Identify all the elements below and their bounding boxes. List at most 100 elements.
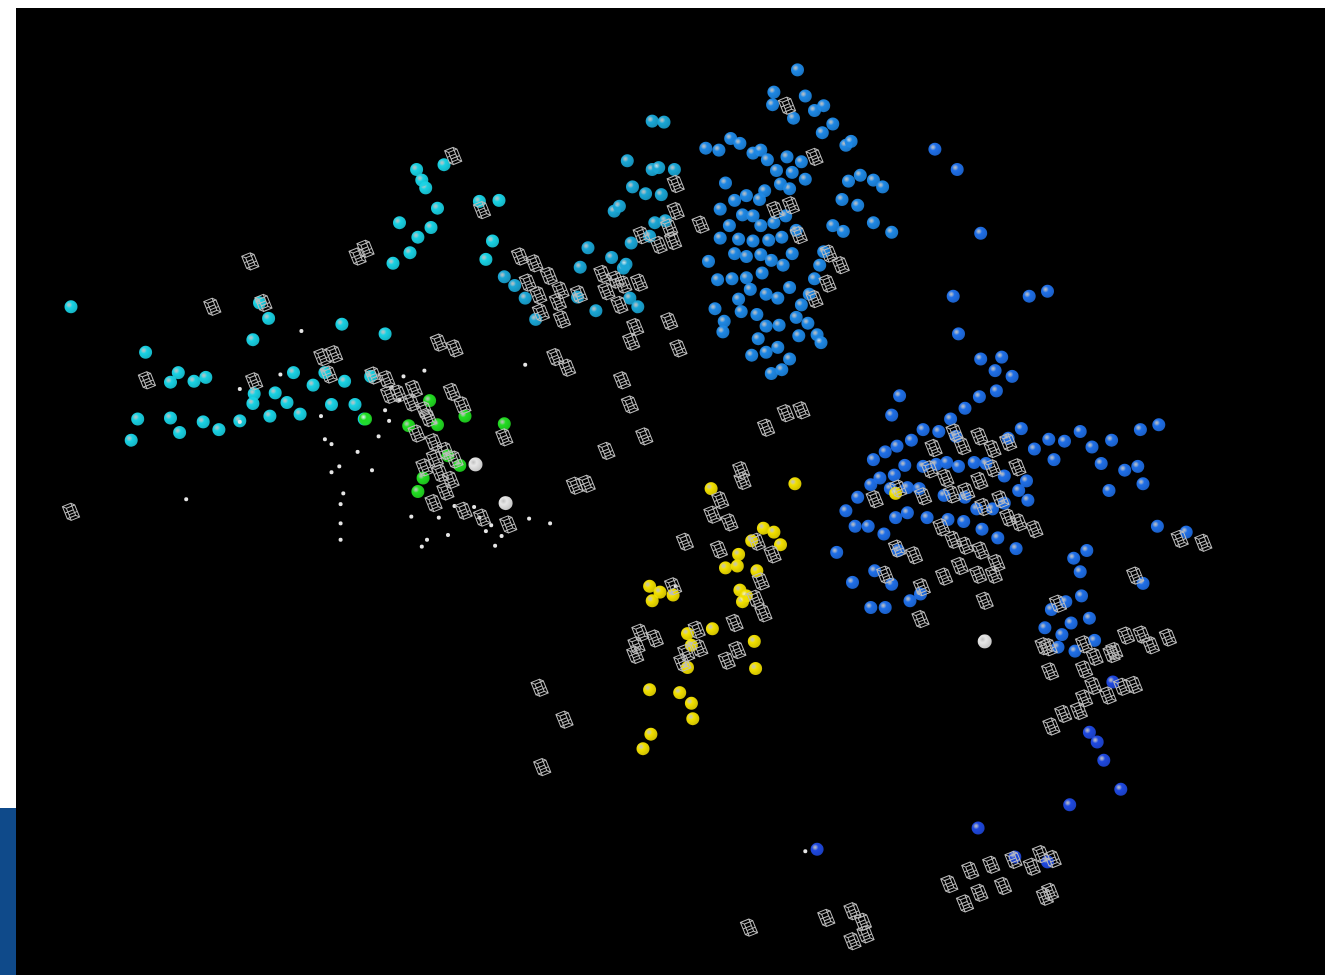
- wireframe-cube-point: [530, 678, 549, 697]
- wireframe-cube-point: [733, 471, 752, 491]
- data-point: [746, 234, 760, 248]
- scatter-plot-3d[interactable]: [16, 8, 1325, 975]
- wireframe-cube-point: [974, 497, 993, 517]
- data-point: [750, 564, 764, 578]
- data-point: [767, 525, 781, 539]
- wireframe-cube-point: [957, 482, 976, 501]
- data-point-small: [322, 437, 327, 442]
- data-point: [972, 390, 986, 404]
- data-point: [1064, 616, 1078, 630]
- data-point: [667, 163, 681, 176]
- data-point: [1012, 484, 1026, 497]
- wireframe-cube-point: [324, 345, 344, 364]
- data-point: [280, 396, 294, 409]
- wireframe-cube-point: [529, 286, 548, 305]
- wireframe-cube-point: [968, 565, 988, 584]
- data-point: [732, 232, 746, 246]
- wireframe-cube-point: [443, 146, 463, 166]
- wireframe-cube-point: [445, 339, 464, 358]
- wireframe-cube-point: [663, 231, 683, 251]
- wireframe-cube-point: [254, 293, 273, 313]
- wireframe-cube-point: [649, 235, 668, 255]
- data-point: [989, 384, 1003, 398]
- data-point: [643, 229, 657, 243]
- wireframe-cube-point: [950, 556, 970, 576]
- data-point: [920, 511, 934, 525]
- data-point: [468, 457, 483, 472]
- wireframe-cube-point: [454, 501, 473, 520]
- data-point: [734, 305, 748, 319]
- wireframe-cube-point: [942, 485, 962, 504]
- data-point: [810, 842, 824, 856]
- data-point: [1068, 644, 1082, 658]
- data-point: [424, 221, 438, 234]
- data-point-small: [425, 537, 429, 542]
- data-point-small: [376, 434, 381, 439]
- data-point: [702, 254, 715, 268]
- data-point: [719, 561, 732, 575]
- data-point: [1118, 463, 1132, 477]
- data-point: [876, 180, 890, 194]
- data-point: [1106, 675, 1120, 689]
- data-point: [1047, 453, 1061, 467]
- wireframe-cube-point: [1098, 686, 1117, 705]
- data-point: [453, 458, 467, 472]
- wireframe-cube-point: [1069, 701, 1089, 721]
- data-point: [713, 202, 727, 216]
- wireframe-cube-point: [635, 427, 654, 446]
- data-point: [1014, 422, 1028, 436]
- data-point: [771, 340, 785, 354]
- data-point: [402, 419, 416, 433]
- data-point: [750, 308, 764, 321]
- data-point: [378, 327, 392, 341]
- data-point: [878, 445, 892, 459]
- wireframe-cube-point: [1074, 689, 1094, 708]
- data-point: [764, 253, 778, 267]
- data-point: [719, 176, 732, 190]
- data-point: [492, 193, 506, 207]
- plot-background: [16, 8, 1325, 975]
- data-point: [386, 256, 400, 270]
- data-point: [889, 511, 903, 525]
- series-green-sphere: [359, 394, 511, 498]
- data-point: [988, 364, 1002, 378]
- data-point: [732, 292, 746, 306]
- data-point: [393, 216, 406, 230]
- wireframe-cube-point: [955, 894, 975, 913]
- wireframe-cube-point: [659, 312, 679, 331]
- wireframe-cube-point: [1048, 594, 1068, 613]
- data-point: [759, 319, 773, 333]
- data-point-small: [548, 521, 553, 526]
- wireframe-cube-point: [319, 365, 339, 384]
- wireframe-cube-point: [425, 449, 445, 468]
- data-point: [1090, 735, 1104, 749]
- wireframe-cube-point: [402, 393, 421, 412]
- data-point: [1094, 457, 1108, 470]
- series-sky-sphere: [699, 63, 899, 380]
- data-point-small: [329, 470, 334, 475]
- data-point: [403, 246, 417, 260]
- data-point-small: [499, 534, 504, 538]
- data-point: [946, 289, 960, 303]
- wireframe-cube-point: [597, 441, 616, 461]
- data-point: [573, 260, 587, 274]
- data-point: [743, 282, 757, 296]
- data-point: [900, 481, 914, 495]
- data-point: [212, 423, 226, 437]
- data-point: [814, 336, 828, 350]
- data-point: [747, 634, 761, 648]
- plot-canvas[interactable]: [16, 8, 1325, 975]
- data-point: [755, 266, 769, 280]
- data-point: [643, 683, 657, 697]
- wireframe-cube-point: [1042, 717, 1061, 736]
- data-point: [581, 241, 595, 255]
- wireframe-cube-point: [765, 200, 785, 220]
- wireframe-cube-point: [756, 418, 776, 437]
- wireframe-cube-point: [710, 491, 730, 510]
- wireframe-cube-point: [1074, 660, 1094, 679]
- data-point: [653, 585, 667, 599]
- data-point-small: [422, 368, 427, 373]
- wireframe-cube-point: [983, 459, 1002, 478]
- data-point: [124, 433, 138, 447]
- data-point: [728, 193, 742, 207]
